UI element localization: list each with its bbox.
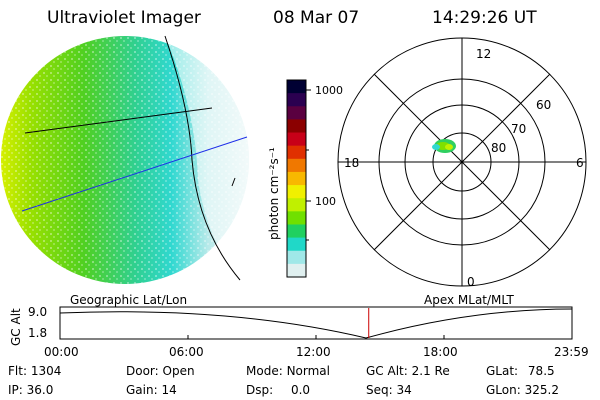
polar-diagonal	[373, 73, 551, 251]
dsp-field: Dsp: 0.0	[246, 383, 310, 397]
glat-value: 78.5	[527, 364, 555, 378]
color-bar-band	[287, 80, 306, 94]
date-label: 08 Mar 07	[273, 8, 360, 28]
mode-value: Normal	[286, 364, 330, 378]
color-bar-band	[287, 263, 306, 278]
mlat-label-60: 60	[536, 98, 551, 112]
flight-field: Flt: 1304	[8, 364, 61, 378]
time-tick-0000: 00:00	[44, 345, 79, 359]
gain-label: Gain:	[126, 383, 158, 397]
timeline-y-high: 9.0	[28, 305, 47, 319]
timeline-right-title: Apex MLat/MLT	[424, 293, 514, 307]
timeline-y-low: 1.8	[28, 326, 47, 340]
time-tick-1200: 12:00	[296, 345, 331, 359]
door-field: Door: Open	[126, 364, 195, 378]
seq-value: 34	[396, 383, 412, 397]
color-bar-band	[287, 106, 306, 120]
color-bar-band	[287, 224, 306, 239]
glon-label: GLon:	[486, 383, 521, 397]
time-label: 14:29:26 UT	[432, 8, 537, 28]
color-bar	[287, 80, 306, 278]
color-bar-frame	[286, 79, 307, 278]
time-tick-1800: 18:00	[423, 345, 458, 359]
timeline-left-title: Geographic Lat/Lon	[70, 293, 187, 307]
terminator-line	[164, 35, 241, 281]
polar-dial	[337, 37, 587, 287]
color-bar-band	[287, 198, 306, 212]
ip-field: IP: 36.0	[8, 383, 53, 397]
gc-alt-label: GC Alt:	[366, 364, 408, 378]
glon-value: 325.2	[524, 383, 559, 397]
door-label: Door:	[126, 364, 159, 378]
color-bar-band	[287, 250, 306, 265]
door-value: Open	[162, 364, 195, 378]
gc-alt-value: 2.1 Re	[411, 364, 450, 378]
timeline-axis-label: GC Alt	[9, 308, 23, 346]
glat-label: GLat:	[486, 364, 519, 378]
color-bar-label-1000: 1000	[315, 84, 343, 97]
gc-alt-field: GC Alt: 2.1 Re	[366, 364, 450, 378]
color-bar-band	[287, 158, 306, 173]
mlt-label-12: 12	[476, 47, 491, 61]
color-bar-band	[287, 237, 306, 252]
meridian-line	[21, 136, 248, 212]
seq-field: Seq: 34	[366, 383, 412, 397]
flight-label: Flt:	[8, 364, 27, 378]
seq-label: Seq:	[366, 383, 393, 397]
mlt-label-0: 0	[467, 275, 475, 289]
time-tick-2359: 23:59	[554, 345, 589, 359]
mode-label: Mode:	[246, 364, 283, 378]
color-bar-band	[287, 171, 306, 186]
color-bar-band	[287, 132, 306, 147]
color-bar-unit: photon cm⁻²s⁻¹	[267, 147, 281, 240]
earth-image	[1, 35, 249, 284]
color-bar-band	[287, 119, 306, 134]
color-bar-label-100: 100	[315, 195, 336, 208]
altitude-curve	[59, 308, 573, 339]
dsp-label: Dsp:	[246, 383, 274, 397]
mode-field: Mode: Normal	[246, 364, 330, 378]
marker-tick	[231, 177, 236, 187]
latitude-line	[24, 107, 213, 134]
time-tick-0600: 06:00	[169, 345, 204, 359]
timeline-ticks	[59, 335, 573, 339]
mlat-label-80: 80	[491, 141, 506, 155]
instrument-title: Ultraviolet Imager	[47, 8, 201, 28]
color-bar-band	[287, 93, 306, 107]
dsp-value: 0.0	[290, 383, 311, 397]
ip-value: 36.0	[26, 383, 54, 397]
flight-value: 1304	[30, 364, 62, 378]
mlt-label-18: 18	[344, 156, 359, 170]
gain-value: 14	[161, 383, 177, 397]
gain-field: Gain: 14	[126, 383, 177, 397]
mlt-label-6: 6	[576, 156, 584, 170]
glon-field: GLon: 325.2	[486, 383, 559, 397]
color-bar-band	[287, 185, 306, 199]
mlat-label-70: 70	[511, 122, 526, 136]
color-bar-band	[287, 145, 306, 160]
color-bar-band	[287, 211, 306, 226]
aurora-patch	[432, 139, 456, 153]
ip-label: IP:	[8, 383, 23, 397]
glat-field: GLat: 78.5	[486, 364, 555, 378]
